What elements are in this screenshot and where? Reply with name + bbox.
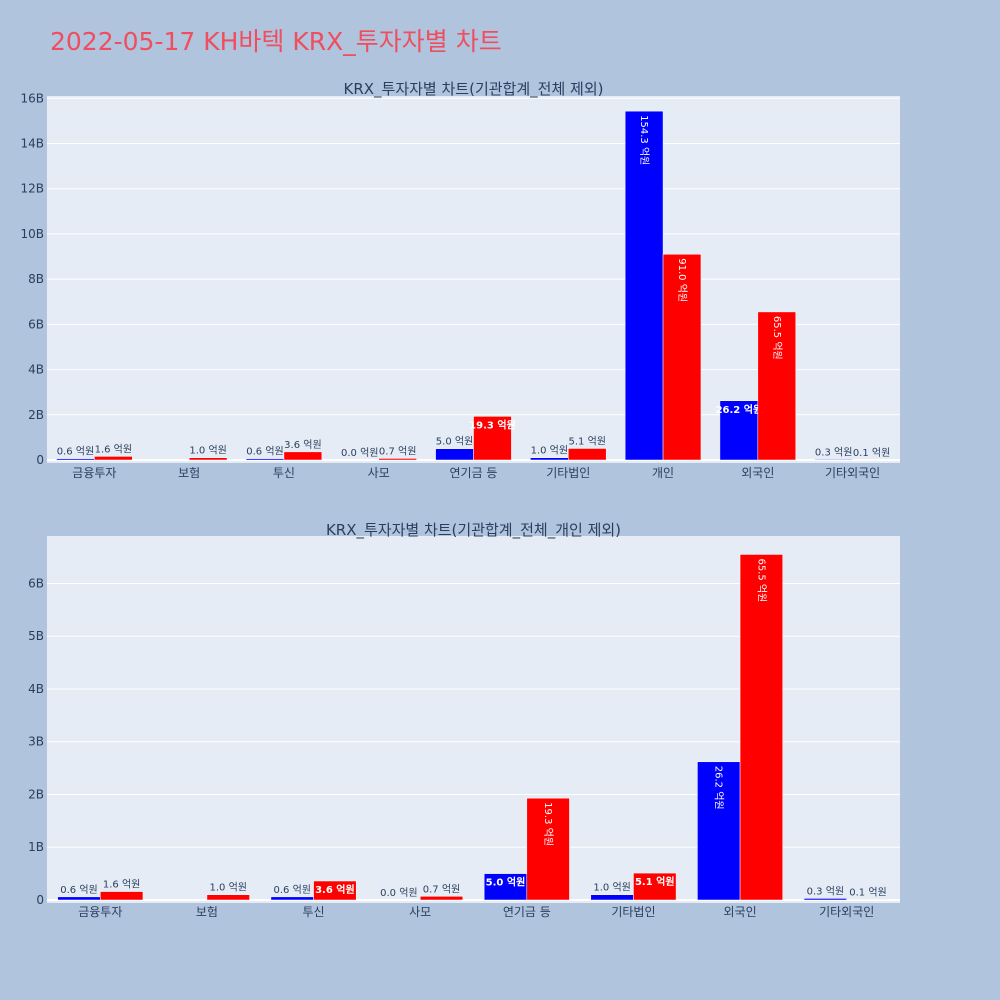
data-label: 19.3 억원 xyxy=(469,418,516,431)
data-label: 65.5 억원 xyxy=(755,558,767,602)
y-tick-label: 2B xyxy=(28,787,44,801)
data-label: 0.0 억원 xyxy=(341,447,378,459)
x-tick-label: 기타법인 xyxy=(546,466,590,480)
bar[interactable] xyxy=(419,896,464,901)
bar[interactable] xyxy=(568,448,607,461)
chart-panel-1: 0 2B 4B 6B 8B 10B 12B 14B 16B KRX_투자자별 차트(기관합계_전체… xyxy=(20,80,900,480)
data-label: 0.3 억원 xyxy=(815,446,852,458)
chart-panel-2: 0 1B 2B 3B 4B 5B 6B KRX_투자자별 차트(기관합계_전체_개인 제외) 금… xyxy=(28,521,900,919)
x-tick-label: 투신 xyxy=(303,905,325,919)
data-label: 1.0 억원 xyxy=(189,445,226,457)
data-label: 1.0 억원 xyxy=(593,882,630,894)
bar[interactable] xyxy=(846,899,890,901)
bar[interactable] xyxy=(270,896,314,901)
bar[interactable] xyxy=(633,872,677,901)
data-label: 26.2 억원 xyxy=(713,766,725,810)
data-label: 0.3 억원 xyxy=(807,885,844,897)
data-label: 0.6 억원 xyxy=(273,884,310,896)
bar[interactable] xyxy=(206,894,250,901)
x-tick-label: 투신 xyxy=(273,466,295,480)
bar[interactable] xyxy=(94,456,133,461)
y-tick-label: 2B xyxy=(28,408,44,422)
bar[interactable] xyxy=(739,554,783,901)
y-tick-label: 6B xyxy=(28,576,44,590)
bar[interactable] xyxy=(662,254,702,461)
data-label: 0.6 억원 xyxy=(246,446,283,458)
y-tick-label: 8B xyxy=(28,272,44,286)
x-tick-label: 사모 xyxy=(368,466,390,480)
bar[interactable] xyxy=(100,891,144,901)
data-label: 91.0 억원 xyxy=(676,258,688,302)
bar[interactable] xyxy=(803,898,847,901)
bar[interactable] xyxy=(57,896,101,901)
bar[interactable] xyxy=(483,873,528,901)
data-label: 1.0 억원 xyxy=(531,445,568,457)
y-tick-label: 12B xyxy=(20,182,44,196)
data-label: 154.3 억원 xyxy=(638,115,650,165)
bar[interactable] xyxy=(283,451,323,461)
data-label: 3.6 억원 xyxy=(315,883,355,896)
x-tick-label: 외국인 xyxy=(741,466,774,480)
data-label: 0.7 억원 xyxy=(423,883,460,895)
data-label: 26.2 억원 xyxy=(716,403,763,416)
data-label: 1.6 억원 xyxy=(95,443,132,455)
y-tick-label: 4B xyxy=(28,682,44,696)
x-tick-label: 금융투자 xyxy=(72,466,116,480)
x-tick-label: 연기금 등 xyxy=(503,905,551,919)
chart-title: KRX_투자자별 차트(기관합계_전체 제외) xyxy=(344,80,604,99)
y-tick-label: 3B xyxy=(28,735,44,749)
y-tick-label: 14B xyxy=(20,136,44,150)
bar[interactable] xyxy=(757,311,796,461)
bar[interactable] xyxy=(313,880,357,901)
y-tick-label: 6B xyxy=(28,317,44,331)
y-tick-label: 1B xyxy=(28,840,44,854)
bar[interactable] xyxy=(697,761,741,901)
data-label: 5.0 억원 xyxy=(436,436,473,448)
data-label: 19.3 억원 xyxy=(542,802,554,846)
x-tick-label: 기타외국인 xyxy=(819,905,874,919)
x-tick-label: 금융투자 xyxy=(78,905,122,919)
x-tick-label: 연기금 등 xyxy=(450,466,498,480)
x-tick-label: 기타법인 xyxy=(611,905,655,919)
y-tick-label: 0 xyxy=(36,453,44,467)
y-tick-label: 16B xyxy=(20,91,44,105)
y-tick-label: 4B xyxy=(28,363,44,377)
bar[interactable] xyxy=(378,458,417,461)
data-label: 0.0 억원 xyxy=(380,887,417,899)
bar[interactable] xyxy=(435,448,474,461)
bar[interactable] xyxy=(530,457,569,461)
bar[interactable] xyxy=(245,458,285,461)
x-tick-label: 보험 xyxy=(196,905,218,919)
bar[interactable] xyxy=(719,400,759,461)
x-tick-label: 기타외국인 xyxy=(825,466,880,480)
data-label: 5.1 억원 xyxy=(635,875,675,888)
data-label: 0.6 억원 xyxy=(60,884,97,896)
y-tick-label: 5B xyxy=(28,629,44,643)
data-label: 0.1 억원 xyxy=(849,886,886,898)
y-tick-label: 0 xyxy=(36,893,44,907)
x-tick-label: 보험 xyxy=(178,466,200,480)
data-label: 1.0 억원 xyxy=(210,882,247,894)
x-tick-label: 개인 xyxy=(652,466,674,480)
x-tick-label: 외국인 xyxy=(724,905,757,919)
data-label: 1.6 억원 xyxy=(103,879,140,891)
bar[interactable] xyxy=(526,797,570,901)
data-label: 0.7 억원 xyxy=(379,445,416,457)
bar[interactable] xyxy=(56,458,95,461)
bar[interactable] xyxy=(188,457,228,461)
chart-title: KRX_투자자별 차트(기관합계_전체_개인 제외) xyxy=(326,521,621,540)
x-tick-label: 사모 xyxy=(409,905,431,919)
y-tick-label: 10B xyxy=(20,227,44,241)
bar[interactable] xyxy=(590,894,634,901)
data-label: 5.0 억원 xyxy=(486,876,526,889)
bar[interactable] xyxy=(814,459,853,461)
data-label: 5.1 억원 xyxy=(568,435,605,447)
data-label: 0.1 억원 xyxy=(853,447,890,459)
data-label: 0.6 억원 xyxy=(57,446,94,458)
data-label: 3.6 억원 xyxy=(284,439,321,451)
bar[interactable] xyxy=(473,416,512,461)
data-label: 65.5 억원 xyxy=(771,316,783,360)
page-title: 2022-05-17 KH바텍 KRX_투자자별 차트 xyxy=(50,27,502,56)
